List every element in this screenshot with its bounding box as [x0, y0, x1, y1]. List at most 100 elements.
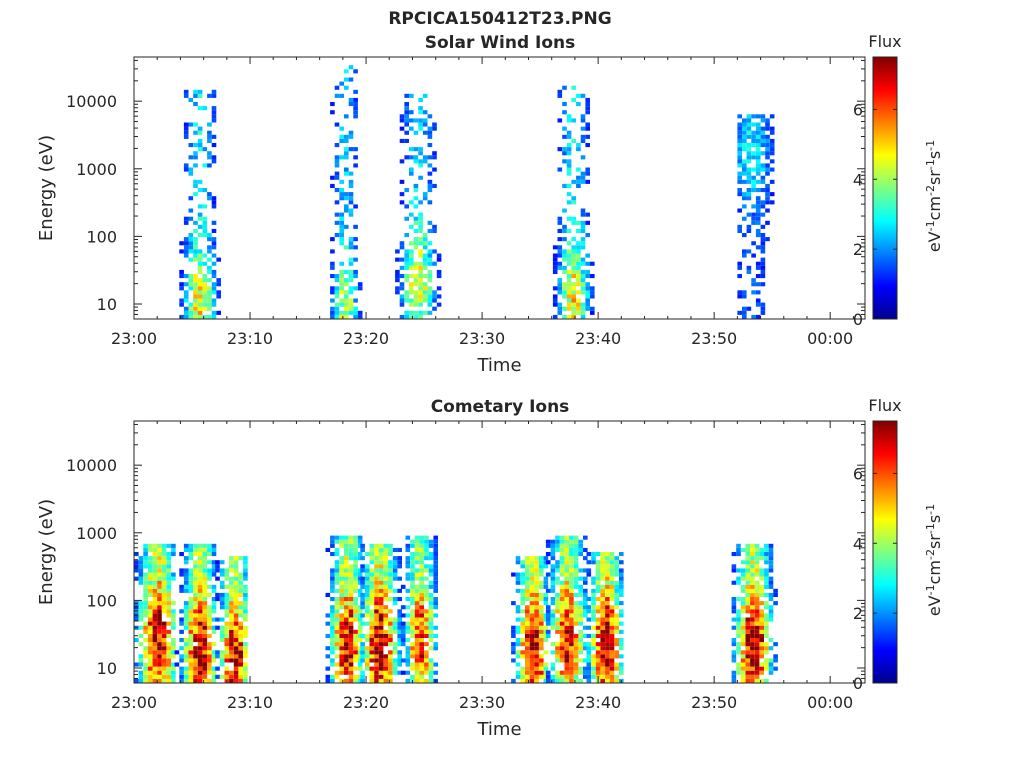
- flux-cell: [422, 261, 428, 266]
- flux-cell: [378, 584, 384, 589]
- flux-cell: [233, 658, 239, 663]
- flux-cell: [157, 609, 162, 614]
- flux-cell: [183, 310, 189, 315]
- flux-cell: [737, 171, 742, 176]
- flux-cell: [369, 613, 375, 618]
- flux-cell: [188, 597, 194, 602]
- flux-cell: [188, 552, 194, 557]
- flux-cell: [348, 629, 354, 634]
- flux-cell: [576, 241, 581, 246]
- flux-cell: [215, 560, 220, 565]
- flux-cell: [147, 556, 153, 561]
- flux-cell: [614, 572, 619, 577]
- flux-cell: [764, 605, 769, 610]
- flux-cell: [529, 654, 535, 659]
- flux-cell: [751, 220, 756, 225]
- flux-cell: [740, 654, 746, 659]
- flux-cell: [378, 674, 384, 679]
- flux-cell: [529, 658, 535, 663]
- flux-cell: [193, 617, 198, 622]
- flux-cell: [609, 609, 615, 614]
- flux-cell: [433, 564, 438, 569]
- flux-cell: [750, 613, 755, 618]
- flux-cell: [759, 552, 764, 557]
- flux-cell: [413, 261, 419, 266]
- flux-cell: [422, 237, 428, 242]
- flux-cell: [583, 625, 588, 630]
- flux-cell: [224, 638, 230, 643]
- flux-cell: [580, 208, 586, 213]
- flux-cell: [585, 220, 590, 225]
- flux-cell: [755, 126, 761, 131]
- flux-cell: [392, 547, 398, 552]
- flux-cell: [400, 642, 406, 647]
- flux-cell: [609, 674, 615, 679]
- flux-cell: [374, 670, 379, 675]
- flux-cell: [211, 155, 217, 160]
- flux-cell: [364, 654, 370, 659]
- flux-cell: [520, 601, 525, 606]
- flux-cell: [219, 674, 225, 679]
- flux-cell: [573, 556, 579, 561]
- flux-cell: [529, 564, 535, 569]
- flux-cell: [769, 126, 775, 131]
- flux-cell: [580, 261, 586, 266]
- flux-cell: [348, 605, 354, 610]
- flux-cell: [419, 580, 424, 585]
- flux-cell: [166, 580, 172, 585]
- flux-cell: [736, 642, 741, 647]
- flux-cell: [745, 678, 751, 683]
- flux-cell: [619, 580, 624, 585]
- flux-cell: [392, 646, 398, 651]
- flux-cell: [586, 609, 592, 614]
- flux-cell: [424, 584, 429, 589]
- flux-cell: [525, 666, 530, 671]
- flux-cell: [773, 588, 778, 593]
- flux-cell: [405, 629, 411, 634]
- flux-cell: [179, 678, 184, 683]
- flux-cell: [166, 592, 172, 597]
- flux-cell: [399, 118, 405, 123]
- flux-cell: [152, 576, 158, 581]
- flux-cell: [197, 282, 203, 287]
- flux-cell: [171, 662, 176, 667]
- flux-cell: [764, 552, 769, 557]
- flux-cell: [418, 106, 423, 111]
- flux-cell: [740, 605, 746, 610]
- flux-cell: [207, 163, 212, 168]
- flux-cell: [428, 629, 434, 634]
- flux-cell: [207, 294, 212, 299]
- flux-cell: [229, 678, 234, 683]
- flux-cell: [330, 588, 335, 593]
- flux-cell: [334, 625, 340, 630]
- flux-cell: [224, 674, 230, 679]
- flux-cell: [751, 183, 756, 188]
- flux-cell: [573, 633, 579, 638]
- flux-cell: [569, 654, 574, 659]
- flux-cell: [557, 147, 563, 152]
- flux-cell: [769, 151, 775, 156]
- flux-cell: [562, 306, 567, 311]
- flux-cell: [357, 658, 363, 663]
- flux-cell: [539, 638, 544, 643]
- flux-cell: [207, 560, 212, 565]
- flux-cell: [357, 535, 363, 540]
- flux-cell: [529, 678, 535, 683]
- flux-cell: [243, 564, 248, 569]
- flux-cell: [414, 625, 420, 630]
- flux-cell: [583, 568, 588, 573]
- flux-cell: [378, 564, 384, 569]
- flux-cell: [750, 560, 755, 565]
- flux-cell: [161, 666, 167, 671]
- flux-cell: [179, 654, 184, 659]
- flux-cell: [764, 662, 769, 667]
- flux-cell: [193, 237, 198, 242]
- flux-cell: [399, 245, 405, 250]
- flux-cell: [422, 286, 428, 291]
- flux-cell: [339, 155, 344, 160]
- flux-cell: [344, 617, 349, 622]
- flux-cell: [754, 670, 760, 675]
- flux-cell: [147, 580, 153, 585]
- flux-cell: [751, 175, 756, 180]
- flux-cell: [397, 625, 402, 630]
